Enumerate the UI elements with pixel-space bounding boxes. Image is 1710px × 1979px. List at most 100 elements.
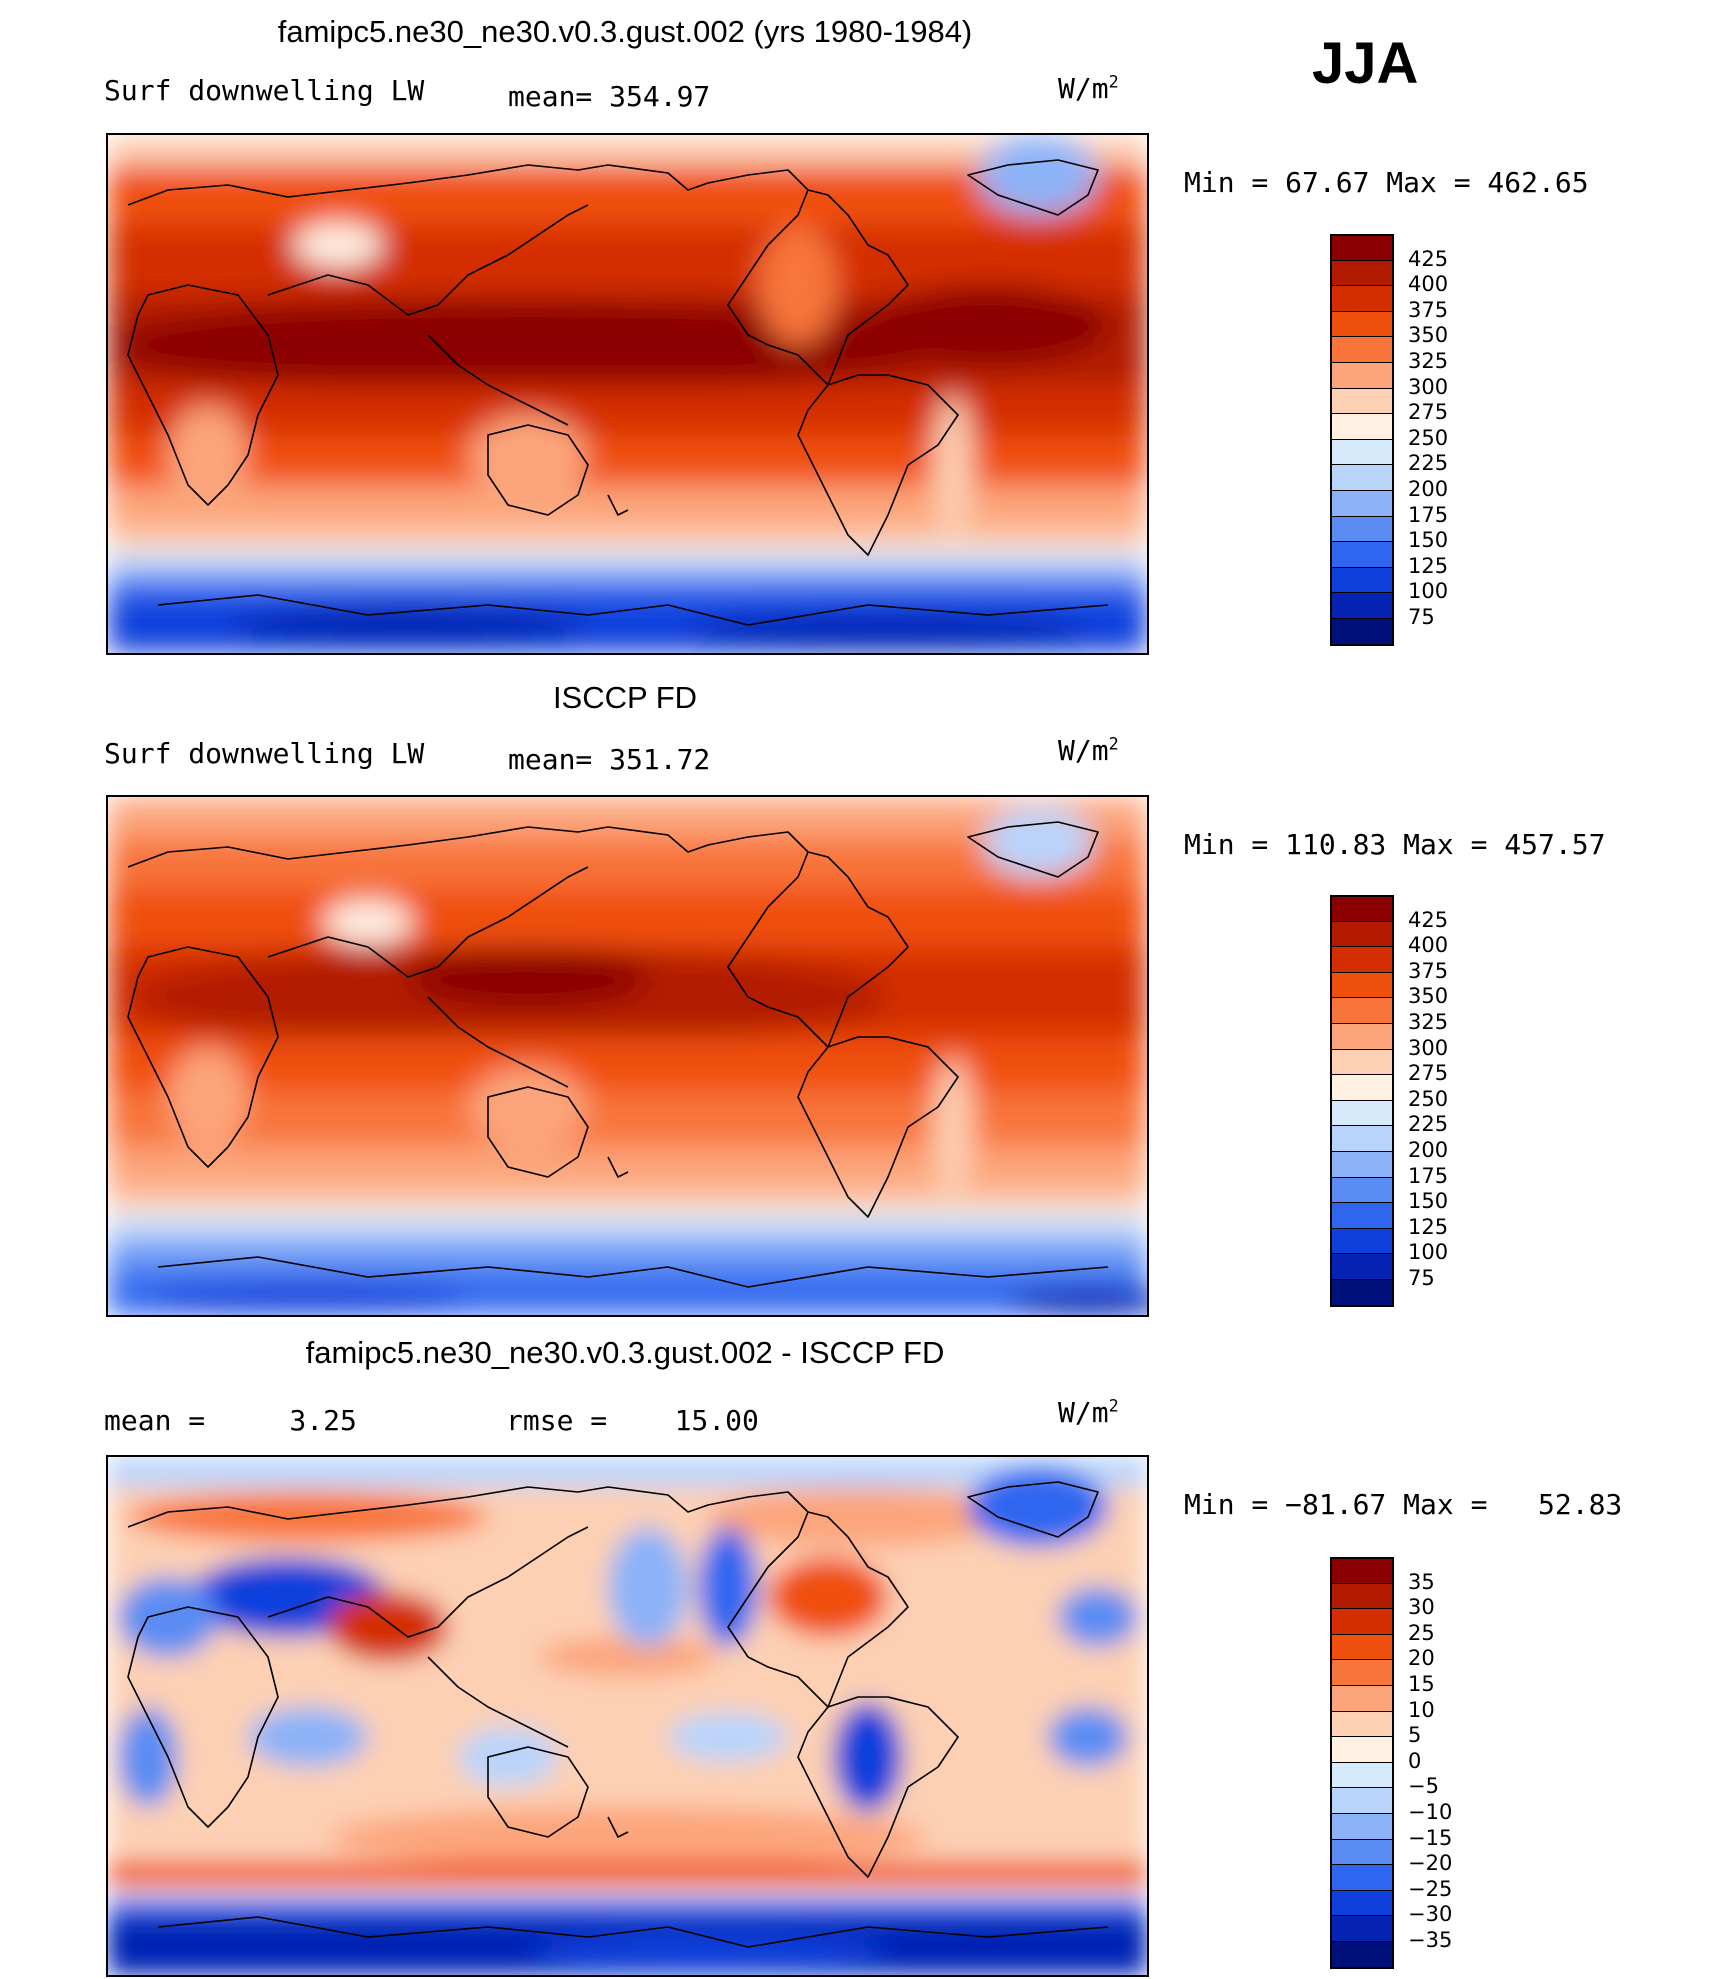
colorbar-swatch <box>1330 1889 1394 1917</box>
colorbar-tick-label: −10 <box>1408 1800 1453 1824</box>
colorbar-tick-label: 75 <box>1408 605 1435 629</box>
colorbar-tick-label: −15 <box>1408 1825 1453 1850</box>
colorbar-tick-label: 15 <box>1408 1672 1435 1696</box>
panel-3-mean-label: mean = 3.25 <box>104 1404 357 1437</box>
panel-3-title: famipc5.ne30_ne30.v0.3.gust.002 - ISCCP … <box>305 1335 945 1370</box>
colorbar-swatch <box>1330 1710 1394 1738</box>
colorbar-swatch <box>1330 1557 1394 1584</box>
colorbar-swatch <box>1330 336 1394 363</box>
panel-3-units-exponent: 2 <box>1108 1395 1119 1416</box>
panel-2-title: ISCCP FD <box>552 680 698 715</box>
colorbar-tick-label: −30 <box>1408 1902 1453 1927</box>
colorbar-swatch <box>1330 1151 1394 1178</box>
panel-3-map <box>106 1455 1149 1977</box>
colorbar-tick-label: 275 <box>1408 1061 1449 1086</box>
colorbar-swatch <box>1330 1125 1394 1152</box>
colorbar-tick-label: 375 <box>1408 297 1449 322</box>
colorbar-tick-label: 30 <box>1408 1595 1435 1620</box>
colorbar-swatch <box>1330 310 1394 338</box>
colorbar-swatch <box>1330 1659 1394 1686</box>
colorbar-swatch <box>1330 234 1394 261</box>
colorbar-tick-label: 375 <box>1408 958 1449 983</box>
colorbar-swatch <box>1330 592 1394 619</box>
panel-1-units: W/m2 <box>1058 72 1119 105</box>
colorbar-tick-label: 200 <box>1408 1138 1449 1162</box>
colorbar-tick-label: −5 <box>1408 1774 1439 1799</box>
colorbar-tick-label: 225 <box>1408 451 1449 476</box>
colorbar-swatch <box>1330 1253 1394 1280</box>
colorbar-tick-label: 200 <box>1408 477 1449 501</box>
colorbar-tick-label: 20 <box>1408 1646 1435 1671</box>
colorbar-swatch <box>1330 1227 1394 1255</box>
panel-2-field-label: Surf downwelling LW <box>104 737 425 770</box>
colorbar-tick-label: 425 <box>1408 246 1449 271</box>
colorbar-swatch <box>1330 1633 1394 1661</box>
colorbar-tick-label: 10 <box>1408 1697 1435 1722</box>
colorbar-tick-label: 5 <box>1408 1723 1422 1748</box>
colorbar-swatch <box>1330 1023 1394 1050</box>
colorbar-tick-label: 250 <box>1408 425 1449 450</box>
colorbar-tick-label: 125 <box>1408 553 1449 578</box>
colorbar-swatch <box>1330 1864 1394 1891</box>
colorbar-swatch <box>1330 1915 1394 1942</box>
colorbar-swatch <box>1330 895 1394 922</box>
colorbar-swatch <box>1330 438 1394 466</box>
colorbar-tick-label: 125 <box>1408 1214 1449 1239</box>
colorbar-swatch <box>1330 490 1394 517</box>
colorbar-tick-label: 300 <box>1408 1035 1449 1060</box>
colorbar-swatch <box>1330 1048 1394 1076</box>
colorbar-tick-label: 400 <box>1408 933 1449 958</box>
colorbar-swatch <box>1330 1202 1394 1229</box>
panel-1-title: famipc5.ne30_ne30.v0.3.gust.002 (yrs 198… <box>277 14 973 49</box>
colorbar-swatch <box>1330 1099 1394 1127</box>
panel-1-mean-label: mean= 354.97 <box>508 80 711 113</box>
colorbar-swatch <box>1330 515 1394 543</box>
colorbar-swatch <box>1330 285 1394 312</box>
colorbar-tick-label: 100 <box>1408 579 1449 604</box>
colorbar-tick-label: 175 <box>1408 502 1449 527</box>
season-label: JJA <box>1312 31 1419 96</box>
colorbar-swatch <box>1330 413 1394 440</box>
panel-1-map <box>106 133 1149 655</box>
colorbar-tick-label: 400 <box>1408 272 1449 297</box>
colorbar-swatch <box>1330 362 1394 389</box>
panel-3-units-base: W/m <box>1058 1396 1109 1429</box>
colorbar-swatch <box>1330 1761 1394 1789</box>
colorbar-swatch <box>1330 1736 1394 1763</box>
panel-1-field-label: Surf downwelling LW <box>104 74 425 107</box>
colorbar-swatch <box>1330 1582 1394 1610</box>
colorbar-swatch <box>1330 541 1394 568</box>
colorbar-swatch <box>1330 1608 1394 1635</box>
panel-2-units: W/m2 <box>1058 734 1119 767</box>
colorbar-tick-label: 0 <box>1408 1748 1422 1773</box>
colorbar-swatch <box>1330 946 1394 973</box>
colorbar-tick-label: 100 <box>1408 1240 1449 1265</box>
colorbar-tick-label: 25 <box>1408 1620 1435 1645</box>
colorbar-tick-label: 150 <box>1408 528 1449 553</box>
panel-2-map <box>106 795 1149 1317</box>
colorbar-tick-label: 150 <box>1408 1189 1449 1214</box>
colorbar-tick-label: 35 <box>1408 1569 1435 1594</box>
colorbar-tick-label: −20 <box>1408 1851 1453 1876</box>
colorbar-tick-label: 350 <box>1408 984 1449 1009</box>
colorbar-swatch <box>1330 920 1394 948</box>
colorbar-swatch <box>1330 1685 1394 1712</box>
colorbar-tick-label: 425 <box>1408 907 1449 932</box>
colorbar-tick-label: 175 <box>1408 1163 1449 1188</box>
colorbar-tick-label: 275 <box>1408 400 1449 425</box>
colorbar-tick-label: 75 <box>1408 1266 1435 1290</box>
colorbar-swatch <box>1330 997 1394 1024</box>
panel-3-map-svg <box>108 1457 1147 1975</box>
panel-2-minmax: Min = 110.83 Max = 457.57 <box>1184 828 1606 861</box>
colorbar-swatch <box>1330 387 1394 415</box>
colorbar-swatch <box>1330 259 1394 287</box>
colorbar-swatch <box>1330 1941 1394 1968</box>
colorbar-tick-label: −35 <box>1408 1928 1453 1952</box>
colorbar-tick-label: 350 <box>1408 323 1449 348</box>
colorbar-swatch <box>1330 1176 1394 1204</box>
colorbar-tick-label: 225 <box>1408 1112 1449 1137</box>
panel-2-units-base: W/m <box>1058 734 1109 767</box>
panel-3-rmse-label: rmse = 15.00 <box>506 1404 759 1437</box>
panel-1-map-svg <box>108 135 1147 653</box>
panel-1-minmax: Min = 67.67 Max = 462.65 <box>1184 166 1589 199</box>
